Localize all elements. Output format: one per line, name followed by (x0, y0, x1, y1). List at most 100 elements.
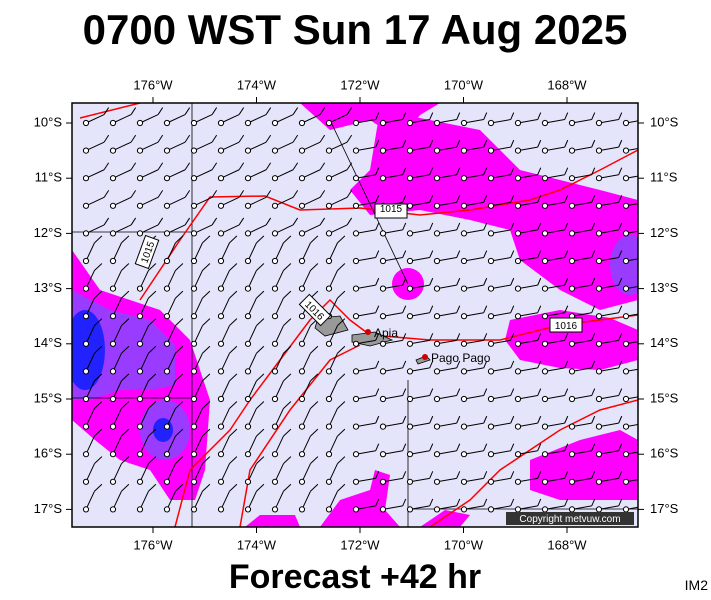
barb-feather (121, 373, 130, 382)
axes: 176°W 176°W 174°W 174°W 172°W 172°W 170°W 170°W… (34, 77, 679, 552)
barb-shaft (355, 312, 376, 317)
barb-feather (121, 318, 130, 327)
barb-feather (564, 471, 569, 479)
barb-feather (537, 443, 542, 451)
barb-feather (456, 471, 461, 479)
barb-feather (319, 134, 326, 143)
barb-feather (346, 107, 353, 115)
barb-shaft (436, 201, 457, 207)
lon-label-bottom: 176°W (133, 537, 173, 552)
barb-shaft (328, 463, 338, 483)
barb-shaft (436, 146, 457, 152)
barb-feather (537, 360, 542, 369)
barb-shaft (139, 297, 149, 317)
barb-feather (256, 235, 265, 244)
barb-station (460, 423, 468, 430)
barb-feather (130, 162, 137, 171)
barb-shaft (139, 408, 149, 427)
barb-feather (456, 277, 461, 286)
barb-feather (184, 190, 191, 198)
map-frame (71, 102, 639, 528)
barb-station (325, 423, 333, 430)
barb-station (298, 230, 306, 237)
barb-shaft (598, 367, 619, 372)
barb-feather (292, 190, 299, 198)
barb-feather (618, 305, 623, 313)
barb-station (568, 257, 576, 265)
barb-shaft (598, 422, 619, 428)
barb-shaft (166, 297, 176, 317)
barb-station (460, 368, 468, 375)
barb-shaft (355, 339, 376, 345)
barb-shaft (166, 463, 176, 483)
barb-shaft (544, 284, 565, 290)
barb-station (325, 230, 333, 237)
barb-station (595, 175, 603, 182)
barb-shaft (517, 229, 538, 234)
barb-station (352, 119, 360, 127)
barb-shaft (85, 242, 95, 262)
barb-shaft (301, 196, 321, 207)
barb-feather (483, 195, 488, 203)
barb-shaft (517, 284, 538, 290)
lon-label-top: 168°W (547, 77, 587, 92)
barb-shaft (328, 435, 338, 455)
barb-station (136, 340, 144, 347)
barb-shaft (166, 114, 186, 124)
barb-station (163, 230, 171, 237)
barb-feather (238, 134, 245, 143)
barb-shaft (247, 325, 257, 345)
barb-shaft (85, 380, 95, 400)
barb-station (514, 423, 522, 430)
barb-shaft (139, 435, 149, 455)
barb-station (325, 451, 333, 458)
barb-station (379, 313, 387, 320)
barb-shaft (85, 435, 95, 455)
barb-shaft (544, 201, 565, 207)
barb-shaft (274, 270, 284, 289)
barb-shaft (301, 353, 311, 372)
barb-station (190, 175, 198, 182)
barb-feather (130, 217, 137, 226)
barb-feather (402, 277, 407, 286)
barb-station (136, 313, 144, 320)
barb-feather (510, 333, 515, 341)
barb-feather (375, 498, 380, 507)
barb-shaft (436, 284, 457, 290)
barb-shaft (139, 169, 159, 179)
barb-station (460, 175, 468, 182)
barb-shaft (220, 297, 230, 317)
barb-feather (229, 428, 238, 437)
barb-station (163, 506, 171, 513)
barb-station (541, 230, 549, 237)
barb-shaft (490, 201, 511, 207)
barb-feather (310, 401, 319, 409)
barb-shaft (112, 380, 122, 400)
barb-station (244, 147, 252, 154)
barb-station (379, 506, 387, 513)
barb-feather (148, 456, 157, 465)
barb-station (460, 202, 468, 209)
barb-station (136, 368, 144, 375)
barb-station (190, 395, 198, 403)
barb-station (136, 451, 144, 458)
barb-station (406, 285, 414, 292)
barb-shaft (112, 169, 132, 179)
barb-feather (618, 277, 623, 286)
barb-feather (211, 217, 218, 226)
barb-station (325, 147, 333, 154)
barb-feather (184, 217, 191, 226)
barb-station (244, 368, 252, 375)
barb-feather (564, 139, 569, 148)
barb-feather (157, 190, 164, 198)
barb-shaft (625, 203, 638, 207)
barb-shaft (571, 367, 592, 372)
barb-feather (564, 305, 569, 313)
barb-feather (483, 360, 488, 369)
barb-shaft (274, 169, 294, 179)
barb-station (217, 340, 225, 347)
barb-shaft (139, 196, 159, 207)
barb-station (433, 340, 441, 347)
barb-shaft (517, 257, 538, 262)
barb-station (190, 285, 198, 292)
